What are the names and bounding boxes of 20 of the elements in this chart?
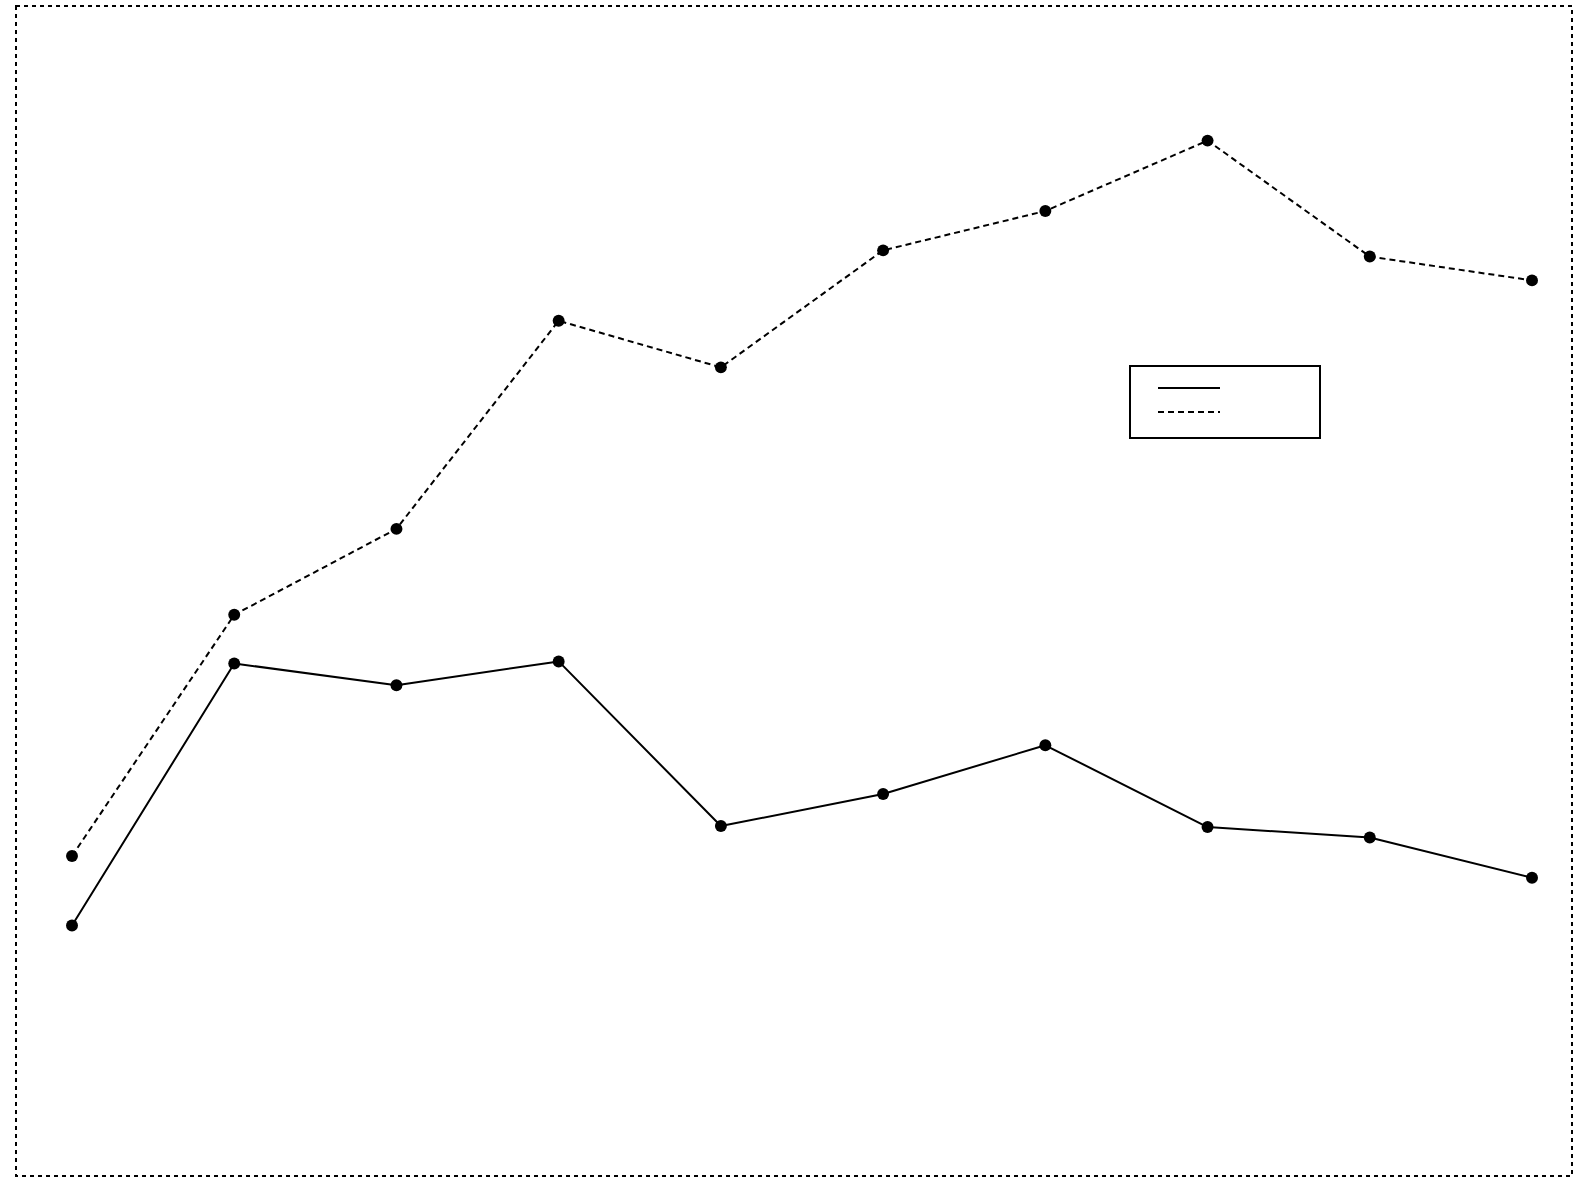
point <box>66 919 78 932</box>
point <box>228 657 241 670</box>
point <box>1039 205 1052 217</box>
point <box>1363 831 1376 844</box>
point <box>390 679 403 692</box>
point <box>714 820 727 832</box>
point <box>877 787 890 800</box>
point <box>1526 871 1538 884</box>
point <box>1201 821 1214 834</box>
point <box>552 314 565 327</box>
point <box>714 361 727 374</box>
point <box>66 850 78 863</box>
point <box>877 244 890 257</box>
point <box>1039 739 1052 752</box>
point <box>1201 134 1214 147</box>
point <box>390 522 403 535</box>
point <box>1526 274 1538 287</box>
point <box>552 655 565 668</box>
point <box>228 608 241 621</box>
point <box>1363 250 1376 263</box>
